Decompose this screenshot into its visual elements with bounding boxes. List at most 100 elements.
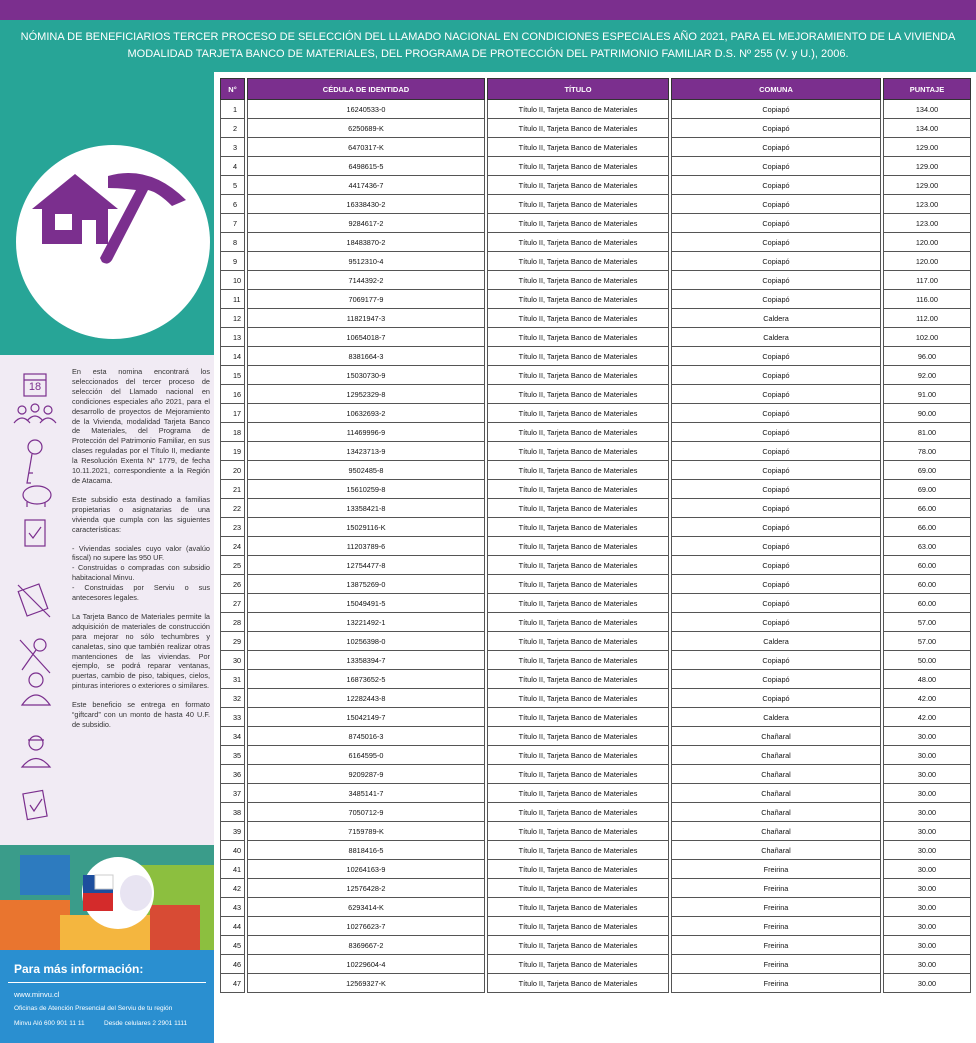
score: 30.00 (883, 841, 971, 860)
commune: Copiapó (671, 480, 881, 499)
title: Título II, Tarjeta Banco de Materiales (487, 974, 669, 993)
title: Título II, Tarjeta Banco de Materiales (487, 176, 669, 195)
id-number: 16240533-0 (247, 100, 485, 119)
title: Título II, Tarjeta Banco de Materiales (487, 860, 669, 879)
score: 69.00 (883, 461, 971, 480)
row-number: 17 (220, 404, 245, 423)
column-header: N° (220, 78, 245, 100)
row-number: 23 (220, 518, 245, 537)
table-row: 16 12952329-8 Título II, Tarjeta Banco de … (220, 385, 971, 404)
row-number: 43 (220, 898, 245, 917)
title: Título II, Tarjeta Banco de Materiales (487, 746, 669, 765)
row-number: 30 (220, 651, 245, 670)
commune: Chañaral (671, 784, 881, 803)
id-number: 12569327-K (247, 974, 485, 993)
title: Título II, Tarjeta Banco de Materiales (487, 214, 669, 233)
commune: Copiapó (671, 575, 881, 594)
score: 50.00 (883, 651, 971, 670)
score: 102.00 (883, 328, 971, 347)
score: 81.00 (883, 423, 971, 442)
id-number: 9502485-8 (247, 461, 485, 480)
row-number: 44 (220, 917, 245, 936)
title: Título II, Tarjeta Banco de Materiales (487, 651, 669, 670)
table-body: 1 16240533-0 Título II, Tarjeta Banco de M… (220, 100, 971, 993)
commune: Freirina (671, 879, 881, 898)
score: 129.00 (883, 138, 971, 157)
id-number: 11203789-6 (247, 537, 485, 556)
table-row: 1 16240533-0 Título II, Tarjeta Banco de M… (220, 100, 971, 119)
list-item: - Construidas por Serviu o sus antecesor… (72, 583, 210, 603)
id-number: 10229604-4 (247, 955, 485, 974)
table-row: 45 8369667-2 Título II, Tarjeta Banco de M… (220, 936, 971, 955)
id-number: 8369667-2 (247, 936, 485, 955)
table-row: 13 10654018-7 Título II, Tarjeta Banco de … (220, 328, 971, 347)
table-row: 30 13358394-7 Título II, Tarjeta Banco de … (220, 651, 971, 670)
title: Título II, Tarjeta Banco de Materiales (487, 556, 669, 575)
row-number: 3 (220, 138, 245, 157)
info-phone: Minvu Aló 600 901 11 11 (14, 1020, 85, 1027)
row-number: 20 (220, 461, 245, 480)
top-bar (0, 0, 976, 20)
id-number: 13358421-8 (247, 499, 485, 518)
id-number: 10256398-0 (247, 632, 485, 651)
row-number: 13 (220, 328, 245, 347)
paragraph: En esta nomina encontrará los selecciona… (72, 367, 210, 485)
title: Título II, Tarjeta Banco de Materiales (487, 157, 669, 176)
id-number: 9284617-2 (247, 214, 485, 233)
title: Título II, Tarjeta Banco de Materiales (487, 708, 669, 727)
beneficiaries-table: N° CÉDULA DE IDENTIDAD TÍTULO COMUNA PUNTAJE… (218, 78, 973, 993)
title: Título II, Tarjeta Banco de Materiales (487, 100, 669, 119)
commune: Copiapó (671, 195, 881, 214)
table-row: 35 6164595-0 Título II, Tarjeta Banco de M… (220, 746, 971, 765)
commune: Copiapó (671, 423, 881, 442)
row-number: 47 (220, 974, 245, 993)
title: Título II, Tarjeta Banco de Materiales (487, 518, 669, 537)
id-number: 9209287-9 (247, 765, 485, 784)
row-number: 26 (220, 575, 245, 594)
id-number: 13221492-1 (247, 613, 485, 632)
commune: Caldera (671, 309, 881, 328)
table-row: 29 10256398-0 Título II, Tarjeta Banco de … (220, 632, 971, 651)
id-number: 11469996-9 (247, 423, 485, 442)
id-number: 7050712-9 (247, 803, 485, 822)
title: Título II, Tarjeta Banco de Materiales (487, 955, 669, 974)
id-number: 3485141-7 (247, 784, 485, 803)
row-number: 4 (220, 157, 245, 176)
title: Título II, Tarjeta Banco de Materiales (487, 575, 669, 594)
commune: Copiapó (671, 100, 881, 119)
title: Título II, Tarjeta Banco de Materiales (487, 328, 669, 347)
title: Título II, Tarjeta Banco de Materiales (487, 461, 669, 480)
id-number: 6164595-0 (247, 746, 485, 765)
commune: Chañaral (671, 765, 881, 784)
score: 30.00 (883, 746, 971, 765)
commune: Chañaral (671, 727, 881, 746)
id-number: 16873652-5 (247, 670, 485, 689)
commune: Copiapó (671, 499, 881, 518)
table-row: 22 13358421-8 Título II, Tarjeta Banco de … (220, 499, 971, 518)
score: 30.00 (883, 784, 971, 803)
commune: Chañaral (671, 822, 881, 841)
row-number: 10 (220, 271, 245, 290)
row-number: 46 (220, 955, 245, 974)
score: 30.00 (883, 765, 971, 784)
id-number: 6250689-K (247, 119, 485, 138)
row-number: 21 (220, 480, 245, 499)
score: 120.00 (883, 233, 971, 252)
table-row: 14 8381664-3 Título II, Tarjeta Banco de M… (220, 347, 971, 366)
score: 134.00 (883, 100, 971, 119)
table-row: 43 6293414-K Título II, Tarjeta Banco de M… (220, 898, 971, 917)
table-row: 32 12282443-8 Título II, Tarjeta Banco de … (220, 689, 971, 708)
commune: Copiapó (671, 176, 881, 195)
title: Título II, Tarjeta Banco de Materiales (487, 898, 669, 917)
sidebar-text: En esta nomina encontrará los selecciona… (72, 367, 210, 739)
id-number: 13358394-7 (247, 651, 485, 670)
commune: Copiapó (671, 138, 881, 157)
table-row: 39 7159789-K Título II, Tarjeta Banco de M… (220, 822, 971, 841)
table-row: 8 18483870-2 Título II, Tarjeta Banco de M… (220, 233, 971, 252)
score: 63.00 (883, 537, 971, 556)
title: Título II, Tarjeta Banco de Materiales (487, 727, 669, 746)
row-number: 8 (220, 233, 245, 252)
score: 91.00 (883, 385, 971, 404)
title: Título II, Tarjeta Banco de Materiales (487, 765, 669, 784)
score: 120.00 (883, 252, 971, 271)
